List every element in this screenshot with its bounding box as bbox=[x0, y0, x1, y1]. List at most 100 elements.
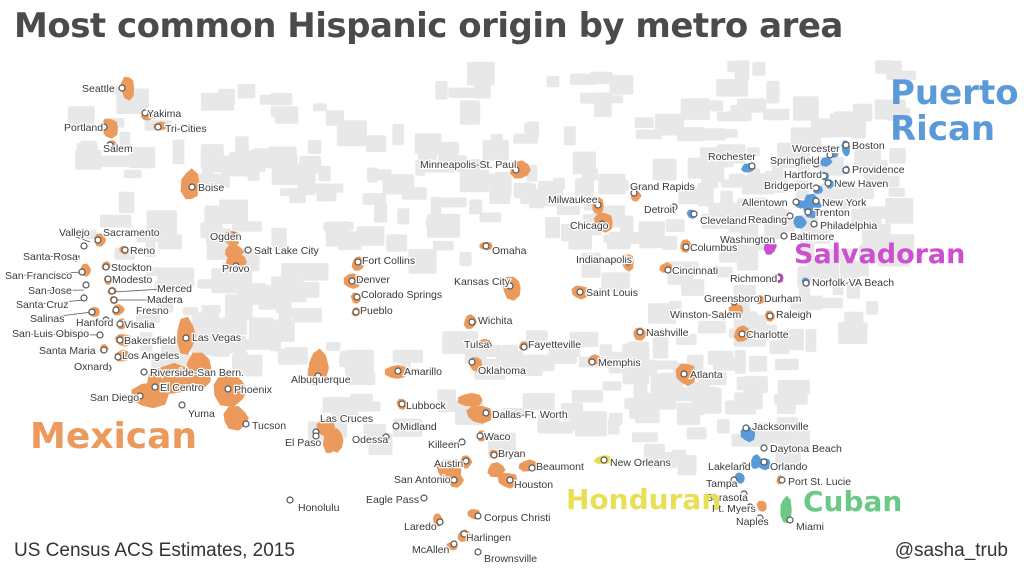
metro-label-jacksonville: Jacksonville bbox=[752, 421, 809, 433]
county-shape bbox=[545, 217, 560, 239]
county-shape bbox=[392, 349, 423, 363]
metro-area-philadelphia bbox=[793, 215, 807, 229]
metro-label-milwaukee: Milwaukee bbox=[548, 194, 598, 206]
county-shape bbox=[734, 207, 748, 232]
county-shape bbox=[861, 223, 891, 246]
metro-dot-los-angeles bbox=[114, 353, 122, 361]
metro-label-santa-rosa: Santa Rosa bbox=[23, 251, 78, 263]
county-shape bbox=[652, 334, 669, 359]
metro-label-fresno: Fresno bbox=[136, 305, 169, 317]
county-shape bbox=[344, 349, 374, 375]
background-counties bbox=[67, 60, 916, 476]
county-shape bbox=[854, 148, 881, 172]
county-shape bbox=[763, 108, 790, 121]
county-shape bbox=[686, 427, 707, 440]
metro-dot-oxnard bbox=[104, 364, 112, 372]
county-shape bbox=[299, 263, 329, 281]
county-shape bbox=[717, 419, 730, 434]
county-shape bbox=[259, 94, 280, 105]
metro-label-corpus-christi: Corpus Christi bbox=[484, 512, 551, 524]
metro-label-baltimore: Baltimore bbox=[790, 231, 835, 243]
county-shape bbox=[219, 199, 249, 224]
metro-label-austin: Austin bbox=[434, 458, 463, 470]
county-shape bbox=[642, 359, 656, 376]
metro-dot-fresno bbox=[112, 306, 120, 314]
county-shape bbox=[866, 301, 879, 315]
county-shape bbox=[634, 117, 654, 128]
county-shape bbox=[570, 410, 582, 431]
county-shape bbox=[281, 263, 298, 279]
county-shape bbox=[231, 354, 245, 378]
metro-area-springfield bbox=[820, 157, 833, 167]
metro-dot-albuquerque bbox=[314, 372, 322, 380]
county-shape bbox=[889, 234, 915, 259]
metro-label-dallas-ft-worth: Dallas-Ft. Worth bbox=[492, 409, 568, 421]
metro-dot-atlanta bbox=[680, 370, 688, 378]
metro-label-denver: Denver bbox=[356, 274, 390, 286]
metro-dot-reading bbox=[786, 212, 794, 220]
county-shape bbox=[145, 242, 156, 258]
county-shape bbox=[280, 188, 301, 197]
county-shape bbox=[889, 148, 906, 164]
metro-dot-yuma bbox=[178, 401, 186, 409]
county-shape bbox=[846, 277, 861, 299]
county-shape bbox=[459, 100, 481, 125]
metro-dot-oklahoma bbox=[468, 358, 476, 366]
county-shape bbox=[521, 354, 555, 371]
county-shape bbox=[707, 350, 734, 365]
metro-dot-riverside-san-bern bbox=[140, 368, 148, 376]
county-shape bbox=[437, 389, 457, 413]
metro-dot-san-francisco bbox=[78, 268, 86, 276]
county-shape bbox=[614, 179, 629, 192]
county-shape bbox=[581, 252, 601, 278]
leader-line-san-francisco bbox=[10, 271, 83, 277]
county-shape bbox=[119, 131, 131, 151]
metro-dot-tucson bbox=[242, 420, 250, 428]
county-shape bbox=[158, 303, 174, 313]
metro-label-san-jose: San Jose bbox=[28, 285, 72, 297]
county-shape bbox=[315, 183, 344, 193]
metro-dot-springfield bbox=[812, 160, 820, 168]
county-shape bbox=[829, 193, 860, 204]
metro-area-extent bbox=[322, 425, 338, 453]
county-shape bbox=[772, 157, 784, 181]
county-shape bbox=[459, 169, 490, 193]
metro-dot-providence bbox=[842, 166, 850, 174]
metro-dot-naples bbox=[756, 514, 764, 522]
county-shape bbox=[752, 240, 767, 251]
metro-label-sarasota: Sarasota bbox=[706, 492, 748, 504]
county-shape bbox=[708, 202, 743, 216]
county-shape bbox=[607, 205, 625, 220]
leader-line-san-luis-obispo bbox=[17, 333, 103, 336]
county-shape bbox=[433, 240, 454, 251]
county-shape bbox=[805, 329, 817, 353]
metro-dot-beaumont bbox=[528, 464, 536, 472]
metro-dot-waco bbox=[476, 432, 484, 440]
metro-label-brownsville: Brownsville bbox=[484, 553, 537, 565]
county-shape bbox=[386, 234, 408, 252]
metro-label-bakersfield: Bakersfield bbox=[124, 335, 176, 347]
metro-dot-richmond bbox=[774, 274, 782, 282]
metro-label-honolulu: Honolulu bbox=[298, 502, 340, 514]
county-shape bbox=[654, 113, 685, 136]
metro-area-minneapolis-st-paul bbox=[510, 160, 531, 179]
county-shape bbox=[220, 155, 252, 177]
county-shape bbox=[513, 182, 533, 199]
metro-dots bbox=[72, 84, 850, 556]
metro-dot-corpus-christi bbox=[474, 512, 482, 520]
county-shape bbox=[569, 331, 599, 348]
metro-label-san-francisco: San Francisco bbox=[5, 270, 72, 282]
metro-dot-new-haven bbox=[824, 179, 832, 187]
county-shape bbox=[599, 344, 613, 356]
metro-label-reno: Reno bbox=[130, 245, 155, 257]
metro-dot-wichita bbox=[468, 318, 476, 326]
county-shape bbox=[631, 432, 658, 443]
county-shape bbox=[469, 199, 483, 215]
metro-label-killeen: Killeen bbox=[428, 439, 460, 451]
county-shape bbox=[482, 140, 509, 161]
metro-dot-el-centro bbox=[151, 383, 159, 391]
metro-label-colorado-springs: Colorado Springs bbox=[361, 289, 442, 301]
county-shape bbox=[701, 213, 735, 229]
metro-label-worcester: Worcester bbox=[792, 143, 840, 155]
county-shape bbox=[362, 193, 387, 205]
